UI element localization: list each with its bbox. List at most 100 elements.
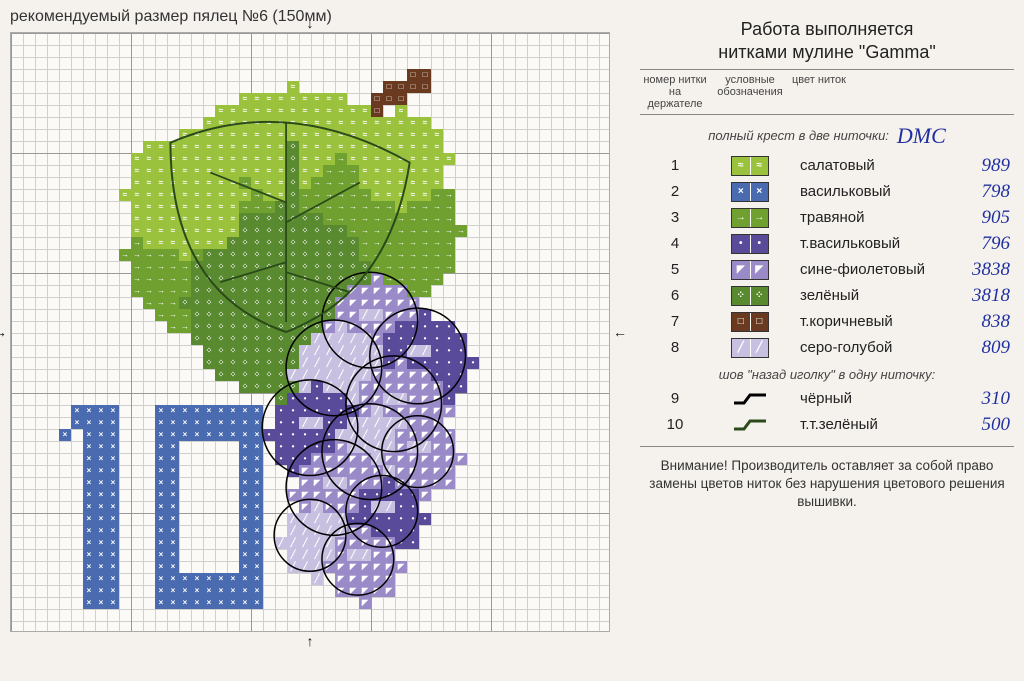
stitch: ≈: [311, 93, 323, 105]
stitch: ≈: [143, 213, 155, 225]
stitch: ⁘: [287, 177, 299, 189]
stitch: ⁘: [251, 285, 263, 297]
stitch: ≈: [419, 177, 431, 189]
stitch: ≈: [167, 201, 179, 213]
stitch: ◤: [323, 501, 335, 513]
swatch-cell: ⁘⁘: [710, 286, 790, 306]
stitch: ≈: [287, 129, 299, 141]
stitch: ⁘: [299, 333, 311, 345]
stitch: ×: [95, 597, 107, 609]
stitch: ≈: [383, 129, 395, 141]
stitch: •: [275, 405, 287, 417]
stitch: □: [383, 81, 395, 93]
stitch: ≈: [155, 153, 167, 165]
stitch: ×: [95, 489, 107, 501]
stitch: •: [287, 417, 299, 429]
stitch: →: [143, 297, 155, 309]
bs-dmc: 310: [954, 388, 1014, 410]
stitch: ×: [167, 561, 179, 573]
stitch: ⁘: [311, 213, 323, 225]
stitch: ≈: [311, 129, 323, 141]
stitch: ╱: [311, 417, 323, 429]
stitch: ⁘: [359, 261, 371, 273]
color-num: 7: [640, 313, 710, 330]
stitch: ╱: [311, 549, 323, 561]
stitch: ╱: [323, 477, 335, 489]
dmc-code: 796: [954, 233, 1014, 255]
stitch: ≈: [323, 105, 335, 117]
stitch: ╱: [323, 333, 335, 345]
color-name: сине-фиолетовый: [790, 261, 954, 278]
stitch: ≈: [407, 141, 419, 153]
stitch: •: [455, 381, 467, 393]
stitch: •: [407, 525, 419, 537]
stitch: ≈: [395, 201, 407, 213]
stitch: ×: [155, 585, 167, 597]
stitch: →: [299, 201, 311, 213]
color-num: 4: [640, 235, 710, 252]
stitch: ╱: [335, 345, 347, 357]
stitch: ◤: [383, 321, 395, 333]
stitch: ◤: [407, 465, 419, 477]
stitch: ×: [95, 513, 107, 525]
stitch: ≈: [347, 117, 359, 129]
stitch: ◤: [395, 429, 407, 441]
stitch: ⁘: [191, 261, 203, 273]
arrow-right: ←: [613, 324, 627, 340]
stitch: ⁘: [335, 249, 347, 261]
stitch: ≈: [431, 165, 443, 177]
stitch: ◤: [323, 465, 335, 477]
stitch: ╱: [347, 345, 359, 357]
stitch: ×: [179, 417, 191, 429]
stitch: ◤: [335, 465, 347, 477]
arrow-bottom: ↑: [307, 633, 314, 649]
stitch: ⁘: [227, 357, 239, 369]
stitch: •: [467, 357, 479, 369]
stitch: ⁘: [275, 285, 287, 297]
stitch: →: [383, 261, 395, 273]
stitch: •: [431, 321, 443, 333]
stitch: ×: [155, 561, 167, 573]
stitch: ⁘: [239, 285, 251, 297]
swatch-cell: ••: [710, 234, 790, 254]
stitch: ≈: [203, 237, 215, 249]
stitch: •: [323, 405, 335, 417]
stitch: ╱: [287, 369, 299, 381]
stitch: ⁘: [287, 357, 299, 369]
stitch: ≈: [215, 237, 227, 249]
stitch: ⁘: [203, 321, 215, 333]
stitch: →: [419, 237, 431, 249]
stitch: ◤: [311, 453, 323, 465]
stitch: •: [395, 525, 407, 537]
stitch: ◤: [359, 561, 371, 573]
stitch: ≈: [143, 177, 155, 189]
stitch: ⁘: [275, 213, 287, 225]
stitch: ×: [215, 585, 227, 597]
stitch: ⁘: [263, 237, 275, 249]
stitch: ◤: [347, 309, 359, 321]
dmc-code: 809: [954, 337, 1014, 359]
stitch: •: [311, 441, 323, 453]
stitch: ╱: [323, 381, 335, 393]
stitch: ◤: [419, 369, 431, 381]
stitch: ◤: [335, 489, 347, 501]
stitch: ≈: [143, 225, 155, 237]
stitch: ≈: [311, 153, 323, 165]
stitch: ◤: [371, 273, 383, 285]
stitch: •: [407, 333, 419, 345]
stitch: ◤: [431, 417, 443, 429]
stitch: ⁘: [275, 249, 287, 261]
stitch: ◤: [371, 585, 383, 597]
stitch: •: [431, 333, 443, 345]
stitch: ×: [155, 441, 167, 453]
stitch: •: [395, 321, 407, 333]
stitch: ≈: [251, 105, 263, 117]
stitch: ◤: [419, 489, 431, 501]
stitch: ⁘: [215, 261, 227, 273]
stitch: →: [191, 249, 203, 261]
divider: [640, 446, 1014, 447]
stitch: ≈: [167, 189, 179, 201]
stitch: ⁘: [251, 321, 263, 333]
color-row: 2 ×× васильковый 798: [640, 181, 1014, 203]
warning-text: Внимание! Производитель оставляет за соб…: [640, 457, 1014, 512]
